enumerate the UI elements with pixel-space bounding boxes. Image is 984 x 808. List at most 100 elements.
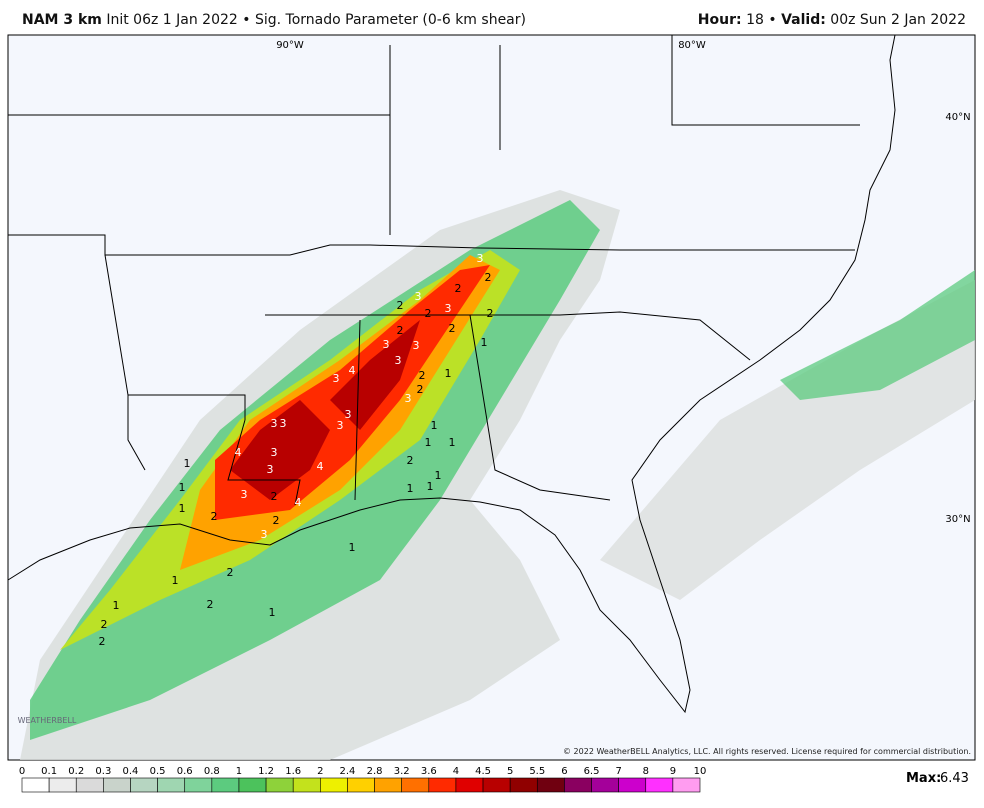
contour-label: 1 <box>179 481 186 494</box>
contour-label: 2 <box>101 618 108 631</box>
contour-label: 3 <box>337 419 344 432</box>
contour-label: 1 <box>184 457 191 470</box>
legend-swatch <box>618 777 647 793</box>
graticule-label: 30°N <box>945 514 970 525</box>
legend: 0 0.1 0.2 0.3 0.4 0.5 0.6 0.8 1 1.2 1.6 2 2.4 2.8 3.2 3… <box>19 766 707 793</box>
legend-tick-label: 2.8 <box>367 766 383 777</box>
graticule-label: 90°W <box>276 40 304 51</box>
legend-swatch <box>428 777 457 793</box>
contour-label: 3 <box>395 354 402 367</box>
legend-tick-label: 3.2 <box>394 766 410 777</box>
separator: • <box>768 12 777 28</box>
contour-label: 3 <box>333 372 340 385</box>
logo: WEATHERBELL <box>18 716 77 725</box>
contour-label: 1 <box>349 541 356 554</box>
init: Init 06z 1 Jan 2022 <box>106 12 238 28</box>
contour-label: 2 <box>419 369 426 382</box>
header-right: Hour: 18 • Valid: 00z Sun 2 Jan 2022 <box>697 12 966 28</box>
legend-tick-label: 1.2 <box>258 766 274 777</box>
contour-label: 2 <box>99 635 106 648</box>
valid: 00z Sun 2 Jan 2022 <box>830 12 966 28</box>
max-value: 6.43 <box>940 771 969 786</box>
header-left: NAM 3 km Init 06z 1 Jan 2022 • Sig. Torn… <box>22 12 526 28</box>
legend-tick-label: 8 <box>643 766 649 777</box>
contour-label: 1 <box>269 606 276 619</box>
legend-swatch <box>103 777 131 793</box>
contour-label: 3 <box>445 302 452 315</box>
contour-label: 1 <box>425 436 432 449</box>
legend-tick-label: 0.6 <box>177 766 193 777</box>
legend-swatch <box>48 777 77 793</box>
contour-label: 1 <box>449 436 456 449</box>
shading <box>20 190 975 760</box>
legend-swatch <box>482 777 511 793</box>
contour-label: 3 <box>241 488 248 501</box>
contour-label: 2 <box>271 490 278 503</box>
legend-tick-label: 6.5 <box>584 766 600 777</box>
legend-tick-label: 0.3 <box>95 766 111 777</box>
contour-label: 4 <box>349 364 356 377</box>
legend-tick-label: 0.8 <box>204 766 220 777</box>
legend-swatch <box>401 777 430 793</box>
legend-swatch <box>591 777 619 793</box>
product: Sig. Tornado Parameter (0-6 km shear) <box>254 12 526 28</box>
contour-label: 2 <box>397 324 404 337</box>
legend-swatch <box>564 777 592 793</box>
separator: • <box>242 12 251 28</box>
valid-label: Valid <box>781 12 821 28</box>
legend-tick-label: 1.6 <box>285 766 301 777</box>
legend-swatch <box>21 777 50 793</box>
contour-label: 3 <box>271 417 278 430</box>
contour-label: 2 <box>397 299 404 312</box>
legend-tick-label: 2.4 <box>339 766 355 777</box>
contour-label: 2 <box>211 510 218 523</box>
legend-tick-label: 7 <box>615 766 621 777</box>
contour-label: 2 <box>425 307 432 320</box>
legend-tick-label: 9 <box>670 766 676 777</box>
contour-label: 1 <box>435 469 442 482</box>
legend-tick-label: 10 <box>694 766 707 777</box>
contour-label: 1 <box>407 482 414 495</box>
legend-tick-label: 6 <box>561 766 567 777</box>
contour-label: 1 <box>445 367 452 380</box>
contour-label: 2 <box>227 566 234 579</box>
graticule-label: 80°W <box>678 40 706 51</box>
legend-tick-label: 1 <box>236 766 242 777</box>
legend-swatch <box>672 777 701 793</box>
contour-label: 1 <box>172 574 179 587</box>
contour-label: 3 <box>477 252 484 265</box>
legend-tick-label: 3.6 <box>421 766 437 777</box>
contour-label: 3 <box>271 446 278 459</box>
contour-label: 4 <box>295 496 302 509</box>
max-label-text: Max <box>906 771 937 786</box>
contour-label: 4 <box>317 460 324 473</box>
contour-label: 3 <box>267 463 274 476</box>
legend-swatch <box>509 777 538 793</box>
contour-label: 1 <box>481 336 488 349</box>
legend-tick-label: 0 <box>19 766 25 777</box>
legend-tick-label: 0.5 <box>150 766 166 777</box>
contour-label: 2 <box>449 322 456 335</box>
hour-label: Hour <box>697 12 737 28</box>
legend-tick-label: 0.1 <box>41 766 57 777</box>
legend-tick-label: 5.5 <box>529 766 545 777</box>
hour: 18 <box>746 12 764 28</box>
legend-swatch <box>265 777 294 793</box>
contour-label: 1 <box>113 599 120 612</box>
contour-label: 4 <box>235 446 242 459</box>
legend-swatch <box>238 777 267 793</box>
contour-label: 3 <box>383 338 390 351</box>
legend-swatch <box>292 777 321 793</box>
legend-tick-label: 0.4 <box>123 766 139 777</box>
max-label: Max: <box>906 771 941 786</box>
contour-label: 2 <box>417 383 424 396</box>
model: NAM 3 km <box>22 12 102 28</box>
legend-tick-label: 2 <box>317 766 323 777</box>
legend-swatch <box>645 777 674 793</box>
legend-tick-label: 5 <box>507 766 513 777</box>
legend-swatch <box>130 777 158 793</box>
legend-swatch <box>157 777 186 793</box>
boundaries <box>7 34 896 714</box>
